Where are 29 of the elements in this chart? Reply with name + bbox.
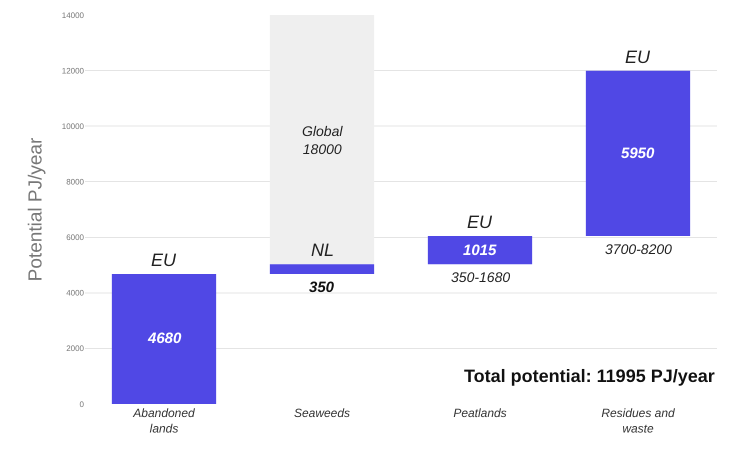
y-tick-label: 12000 xyxy=(62,66,85,76)
y-axis-title: Potential PJ/year xyxy=(26,137,47,282)
x-tick-label: Peatlands xyxy=(453,406,507,420)
x-tick-label: Seaweeds xyxy=(294,406,350,420)
x-tick-label: Residues and waste xyxy=(601,406,676,436)
bar xyxy=(112,274,216,404)
bar xyxy=(586,70,690,236)
bar xyxy=(428,236,532,264)
y-tick-label: 0 xyxy=(80,400,85,409)
annotation: EU xyxy=(467,212,494,232)
y-tick-label: 14000 xyxy=(62,10,85,20)
data-label: 1015 xyxy=(463,242,498,259)
annotation: EU xyxy=(625,47,652,67)
y-tick-label: 8000 xyxy=(66,178,85,187)
bar xyxy=(270,264,374,274)
annotation: NL xyxy=(311,240,334,260)
data-label: 350 xyxy=(309,279,335,296)
series-label: Global 18000 xyxy=(302,123,344,158)
y-tick-label: 4000 xyxy=(66,288,85,298)
y-tick-label: 10000 xyxy=(62,122,85,131)
data-label: 4680 xyxy=(147,330,182,347)
data-label: 5950 xyxy=(621,145,656,162)
y-tick-label: 2000 xyxy=(66,344,85,354)
annotation: Total potential: 11995 PJ/year xyxy=(464,366,715,386)
annotation: 3700-8200 xyxy=(605,241,672,257)
y-tick-label: 6000 xyxy=(66,233,85,242)
x-tick-label: Abandoned lands xyxy=(132,406,196,436)
annotation: 350-1680 xyxy=(451,269,510,285)
annotation: EU xyxy=(151,250,178,270)
